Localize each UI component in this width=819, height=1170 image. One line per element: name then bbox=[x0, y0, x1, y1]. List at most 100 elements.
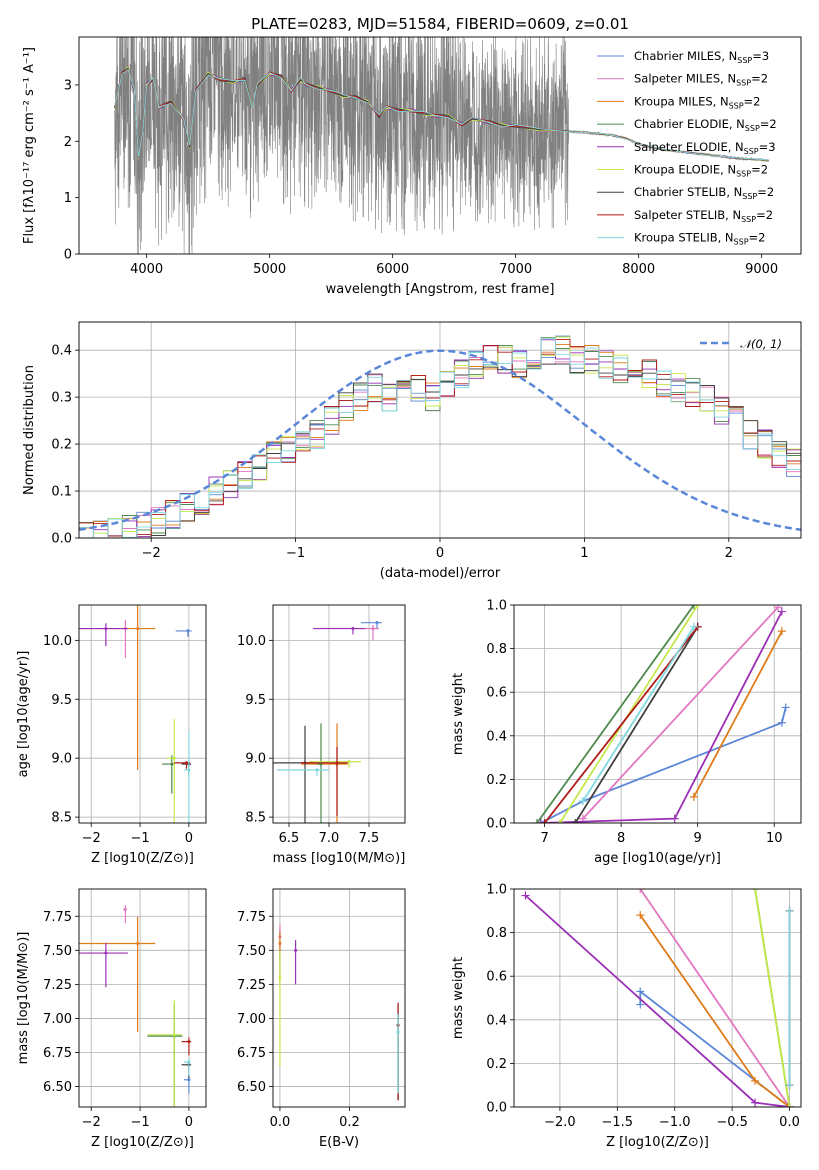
data-point bbox=[187, 768, 191, 772]
weight-marker bbox=[636, 911, 645, 920]
x-tick-label: 6.5 bbox=[279, 831, 300, 846]
y-tick-label: 0.4 bbox=[486, 1013, 507, 1028]
weight-marker bbox=[777, 627, 786, 636]
y-tick-label: 7.75 bbox=[237, 910, 266, 925]
x-axis-label: (data-model)/error bbox=[380, 566, 501, 581]
histogram-series-7 bbox=[79, 363, 801, 538]
x-tick-label: 0 bbox=[185, 1115, 193, 1130]
x-tick-label: 2 bbox=[725, 546, 733, 561]
y-tick-label: 0.2 bbox=[486, 1057, 507, 1072]
legend-nssp-value: =2 bbox=[744, 94, 761, 108]
weight-line-2 bbox=[639, 889, 791, 1107]
y-tick-label: 6.75 bbox=[43, 1046, 72, 1061]
y-tick-label: 1.0 bbox=[486, 883, 507, 898]
y-tick-label: 1 bbox=[64, 191, 72, 206]
x-axis-label: wavelength [Angstrom, rest frame] bbox=[326, 282, 555, 297]
weight-line-3 bbox=[693, 630, 783, 798]
legend-series-name: Salpeter MILES bbox=[634, 72, 720, 86]
x-tick-label: 8 bbox=[617, 831, 625, 846]
histogram-series-9 bbox=[79, 338, 801, 538]
legend-nssp-label: , N bbox=[720, 72, 736, 86]
histogram-series-4 bbox=[79, 337, 801, 538]
legend-nssp-label: , N bbox=[728, 140, 744, 154]
y-tick-label: 9.0 bbox=[51, 752, 72, 767]
weight-marker bbox=[571, 819, 580, 823]
weight-marker bbox=[785, 1081, 794, 1090]
legend-nssp-subscript: SSP bbox=[736, 170, 751, 179]
y-tick-label: 3 bbox=[64, 78, 72, 93]
weight-marker bbox=[785, 906, 794, 915]
y-axis-label: age [log10(age/yr)] bbox=[16, 651, 31, 778]
weight-line-2 bbox=[582, 606, 779, 820]
weight-marker bbox=[751, 889, 760, 893]
panel-residuals: −2 −1 0 1 2 0.0 0.1 0.2 0.3 0.4 (data-model)/error… bbox=[22, 321, 802, 581]
legend-nssp-value: =3 bbox=[759, 140, 776, 154]
data-point bbox=[371, 627, 375, 631]
x-tick-label: −2 bbox=[82, 1115, 101, 1130]
data-point bbox=[104, 951, 108, 955]
weight-marker bbox=[751, 1098, 760, 1107]
histogram-series-6 bbox=[79, 336, 801, 538]
legend-nssp-subscript: SSP bbox=[742, 192, 757, 201]
legend-label: Salpeter MILES, NSSP=2 bbox=[634, 72, 768, 88]
y-tick-label: 0.0 bbox=[486, 1101, 507, 1116]
legend-nssp-label: , N bbox=[718, 231, 734, 245]
weight-marker bbox=[555, 819, 564, 823]
x-tick-label: 0 bbox=[185, 831, 193, 846]
legend-nssp-value: =2 bbox=[751, 163, 768, 177]
data-point bbox=[184, 761, 188, 765]
x-tick-label: −1 bbox=[130, 831, 149, 846]
legend-nssp-value: =2 bbox=[756, 208, 773, 222]
legend-nssp-label: , N bbox=[713, 94, 729, 108]
axes-frame bbox=[78, 36, 802, 255]
legend-nssp-subscript: SSP bbox=[745, 124, 760, 133]
data-point bbox=[396, 1030, 400, 1034]
weight-marker bbox=[670, 814, 679, 823]
weight-line-4 bbox=[536, 605, 695, 823]
axes-frame bbox=[272, 604, 406, 824]
legend-nssp-subscript: SSP bbox=[741, 215, 756, 224]
x-tick-label: 0 bbox=[436, 546, 444, 561]
y-tick-label: 8.5 bbox=[245, 811, 266, 826]
data-point bbox=[104, 627, 108, 631]
y-tick-label: 0.2 bbox=[51, 438, 72, 453]
legend-nssp-value: =3 bbox=[752, 49, 769, 63]
data-point bbox=[278, 976, 282, 980]
legend-nssp-label: , N bbox=[726, 185, 742, 199]
weight-marker bbox=[785, 1103, 794, 1107]
y-tick-label: 7.50 bbox=[237, 944, 266, 959]
normal-distribution-curve bbox=[79, 349, 801, 532]
y-tick-label: 9.5 bbox=[51, 693, 72, 708]
observed-spectrum-line bbox=[114, 37, 770, 254]
weight-line-9 bbox=[582, 626, 695, 802]
y-tick-label: 0.1 bbox=[51, 485, 72, 500]
data-point bbox=[335, 761, 339, 765]
histogram-series-1 bbox=[79, 335, 801, 538]
legend-label: Salpeter STELIB, NSSP=2 bbox=[634, 208, 773, 224]
legend-nssp-label: , N bbox=[720, 163, 736, 177]
legend-series-name: Chabrier STELIB bbox=[634, 185, 726, 199]
x-tick-label: −1 bbox=[286, 546, 305, 561]
axes-frame bbox=[513, 604, 802, 824]
y-tick-label: 10.0 bbox=[237, 634, 266, 649]
legend-nssp-subscript: SSP bbox=[734, 238, 749, 247]
x-tick-label: 10 bbox=[766, 831, 783, 846]
y-tick-label: 6.50 bbox=[43, 1080, 72, 1095]
histogram-series-8 bbox=[79, 339, 801, 538]
legend-label: Chabrier STELIB, NSSP=2 bbox=[634, 185, 774, 201]
spectrum-plot-area bbox=[114, 37, 770, 254]
axes-frame bbox=[272, 888, 406, 1108]
legend-nssp-value: =2 bbox=[760, 117, 777, 131]
legend-label: Kroupa ELODIE, NSSP=2 bbox=[634, 163, 768, 179]
data-point bbox=[187, 1060, 191, 1064]
axes-frame bbox=[78, 888, 207, 1108]
legend-label: Chabrier MILES, NSSP=3 bbox=[634, 49, 769, 65]
weight-line-7 bbox=[574, 626, 699, 823]
axes-frame bbox=[78, 321, 802, 539]
y-tick-label: 6.75 bbox=[237, 1046, 266, 1061]
weight-line-1 bbox=[540, 707, 787, 823]
x-axis-label: Z [log10(Z/Z⊙)] bbox=[91, 851, 194, 866]
data-point bbox=[294, 948, 298, 952]
